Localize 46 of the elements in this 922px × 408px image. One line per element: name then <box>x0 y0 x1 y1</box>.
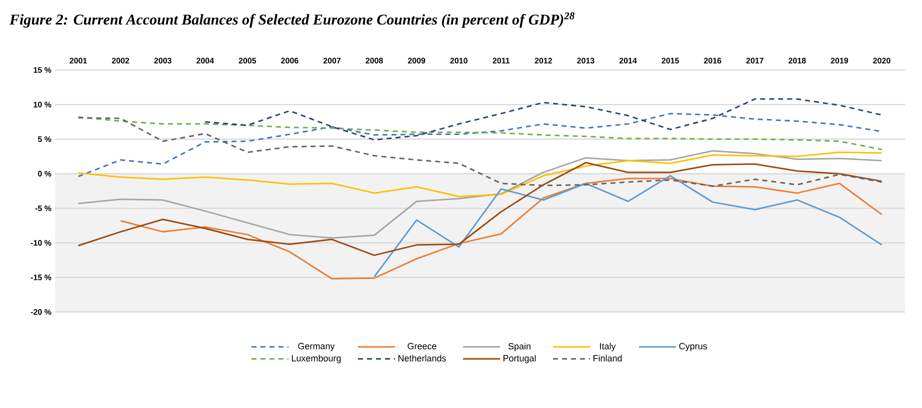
x-tick-label: 2020 <box>873 58 890 64</box>
line-series <box>374 175 882 278</box>
x-tick-label: 2004 <box>196 58 214 64</box>
line-series <box>204 98 882 141</box>
x-tick-label: 2001 <box>70 58 87 64</box>
y-tick-label: -20 % <box>30 309 52 315</box>
x-tick-label: 2012 <box>534 58 552 64</box>
legend-label: Greece <box>408 342 436 350</box>
y-tick-label: -10 % <box>30 240 52 246</box>
line-series <box>78 150 882 239</box>
y-tick-label: -5 % <box>35 205 52 212</box>
x-tick-label: 2013 <box>577 58 594 64</box>
y-tick-label: 5 % <box>38 136 52 142</box>
y-tick-label: 0 % <box>38 170 52 177</box>
x-tick-label: 2019 <box>830 58 848 64</box>
x-tick-label: 2017 <box>746 58 764 64</box>
x-tick-label: 2018 <box>788 58 806 64</box>
legend-label: Italy <box>600 342 616 352</box>
line-series <box>78 116 882 187</box>
x-tick-label: 2015 <box>662 58 679 64</box>
x-tick-label: 2006 <box>281 58 298 64</box>
legend-label: Spain <box>508 342 530 352</box>
x-tick-label: 2010 <box>450 58 468 64</box>
y-tick-label: 10 % <box>34 102 52 108</box>
x-tick-label: 2003 <box>154 58 172 64</box>
chart-title: Figure 2: Current Account Balances of Selected Eurozone Countries (in percent of GDP)$^{28}$ <box>10 12 574 28</box>
line-series <box>78 162 882 256</box>
x-tick-label: 2009 <box>408 58 426 64</box>
x-tick-label: 2007 <box>323 58 341 64</box>
legend-label: Germany <box>298 342 335 352</box>
line-series <box>78 116 882 150</box>
legend-label: Cyprus <box>679 342 707 352</box>
line-series <box>120 178 882 280</box>
x-tick-label: 2002 <box>112 58 130 64</box>
y-tick-label: 15 % <box>34 67 52 73</box>
line-series <box>78 152 882 198</box>
x-tick-label: 2011 <box>492 58 510 64</box>
y-tick-label: -15 % <box>30 274 52 280</box>
legend-label: Finland <box>593 354 622 362</box>
x-tick-label: 2014 <box>619 58 637 64</box>
legend-label: Netherlands <box>398 354 446 362</box>
legend-label: Portugal <box>503 354 536 364</box>
x-tick-label: 2008 <box>366 58 383 64</box>
legend-label: Luxembourg <box>292 354 341 364</box>
x-tick-label: 2005 <box>238 58 256 64</box>
x-tick-label: 2016 <box>704 58 722 64</box>
